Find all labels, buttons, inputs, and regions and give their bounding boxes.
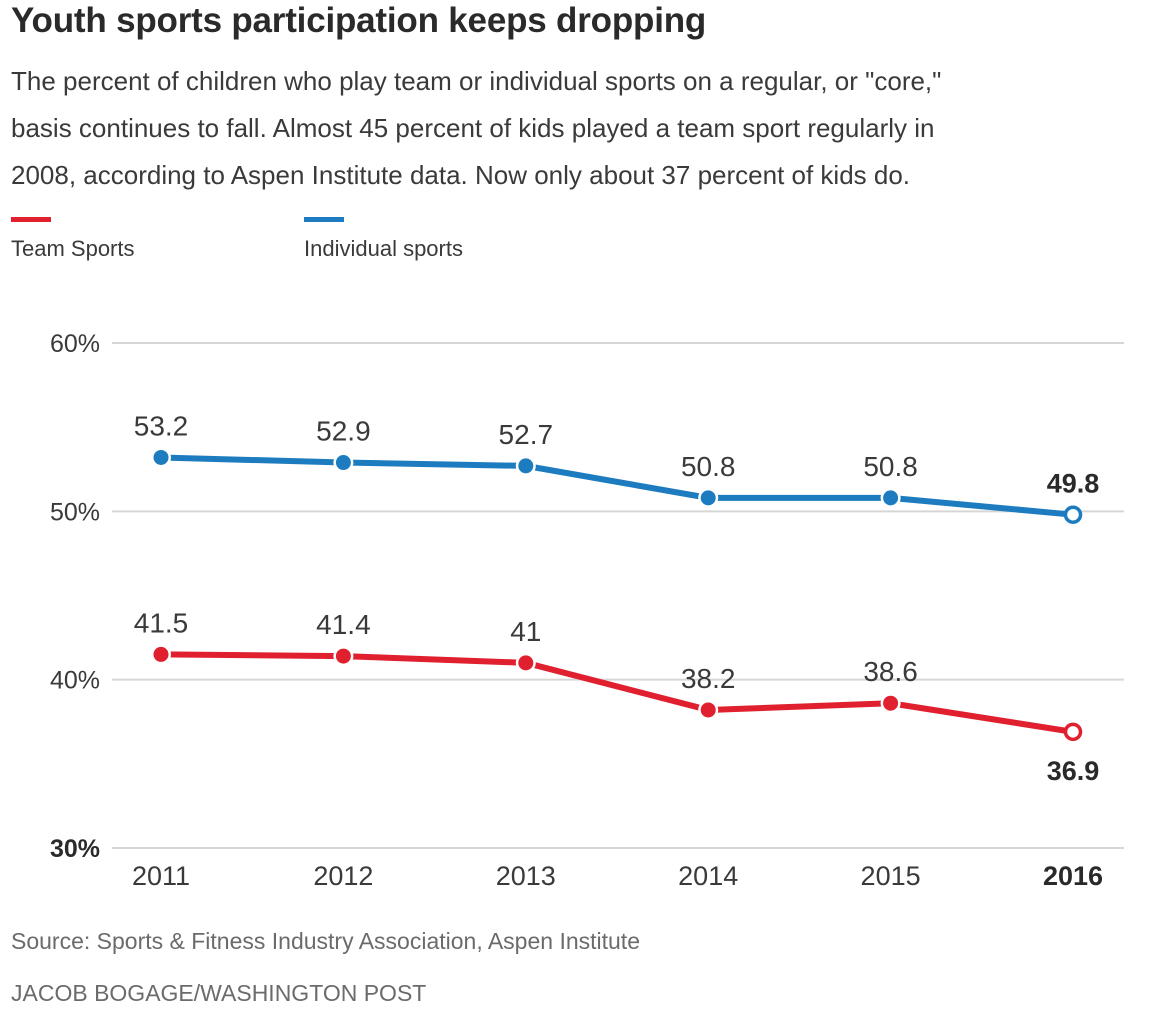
y-tick-label: 40% <box>50 667 100 695</box>
data-point <box>518 655 534 671</box>
subtitle-line: The percent of children who play team or… <box>11 66 942 96</box>
legend-label: Individual sports <box>304 236 463 261</box>
data-point <box>700 702 716 718</box>
series-individual-sports: 53.2 52.9 52.7 50.8 50.8 49.8 <box>134 410 1100 524</box>
subtitle-line: 2008, according to Aspen Institute data.… <box>11 160 911 190</box>
series-line <box>160 454 1074 518</box>
source-note: Source: Sports & Fitness Industry Associ… <box>11 928 640 954</box>
series-team-sports: 41.5 41.4 41 38.2 38.6 36.9 <box>134 607 1100 785</box>
y-tick-label: 50% <box>50 498 100 526</box>
x-tick-label: 2016 <box>1043 861 1103 891</box>
series-group: 53.2 52.9 52.7 50.8 50.8 49.8 41.5 41.4 41 38.2 38… <box>134 410 1100 785</box>
data-label: 53.2 <box>134 410 189 441</box>
data-point <box>335 455 351 471</box>
data-label: 52.9 <box>316 416 371 447</box>
x-tick-label: 2012 <box>313 861 373 891</box>
data-point <box>700 490 716 506</box>
chart-title: Youth sports participation keeps droppin… <box>11 1 707 40</box>
x-tick-label: 2013 <box>496 861 556 891</box>
x-tick-label: 2011 <box>132 861 190 891</box>
y-axis-ticks: 30% 40% 50% 60% <box>50 330 100 863</box>
data-point-hollow <box>1063 505 1083 524</box>
data-label: 52.7 <box>499 419 554 450</box>
data-label: 50.8 <box>681 451 736 482</box>
legend-label: Team Sports <box>11 236 135 261</box>
chart-subtitle: The percent of children who play team or… <box>11 58 941 199</box>
data-label: 50.8 <box>863 451 918 482</box>
data-point <box>153 646 169 662</box>
data-point <box>335 648 351 664</box>
legend-item-individual-sports: Individual sports <box>304 217 463 262</box>
y-tick-label: 60% <box>50 330 100 358</box>
legend-item-team-sports: Team Sports <box>11 217 135 262</box>
data-point <box>153 449 169 465</box>
gridlines <box>112 342 1124 849</box>
data-label: 38.6 <box>863 656 918 687</box>
byline-credit: JACOB BOGAGE/WASHINGTON POST <box>11 980 427 1006</box>
data-label: 41 <box>510 616 541 647</box>
data-label: 36.9 <box>1047 756 1100 786</box>
legend-swatch-individual-sports <box>304 217 344 222</box>
series-line <box>160 651 1074 735</box>
y-tick-label: 30% <box>50 835 100 863</box>
data-label: 38.2 <box>681 663 736 694</box>
data-point-hollow <box>1063 722 1083 742</box>
x-tick-label: 2015 <box>861 861 921 891</box>
data-point <box>883 490 899 506</box>
x-axis-ticks: 2011 2012 2013 2014 2015 2016 <box>132 861 1103 891</box>
data-label: 41.5 <box>134 607 189 638</box>
data-point <box>518 458 534 474</box>
legend-swatch-team-sports <box>11 217 51 222</box>
data-label: 41.4 <box>316 609 371 640</box>
subtitle-line: basis continues to fall. Almost 45 perce… <box>11 113 935 143</box>
data-point <box>883 695 899 711</box>
data-label: 49.8 <box>1047 469 1100 499</box>
x-tick-label: 2014 <box>678 861 738 891</box>
